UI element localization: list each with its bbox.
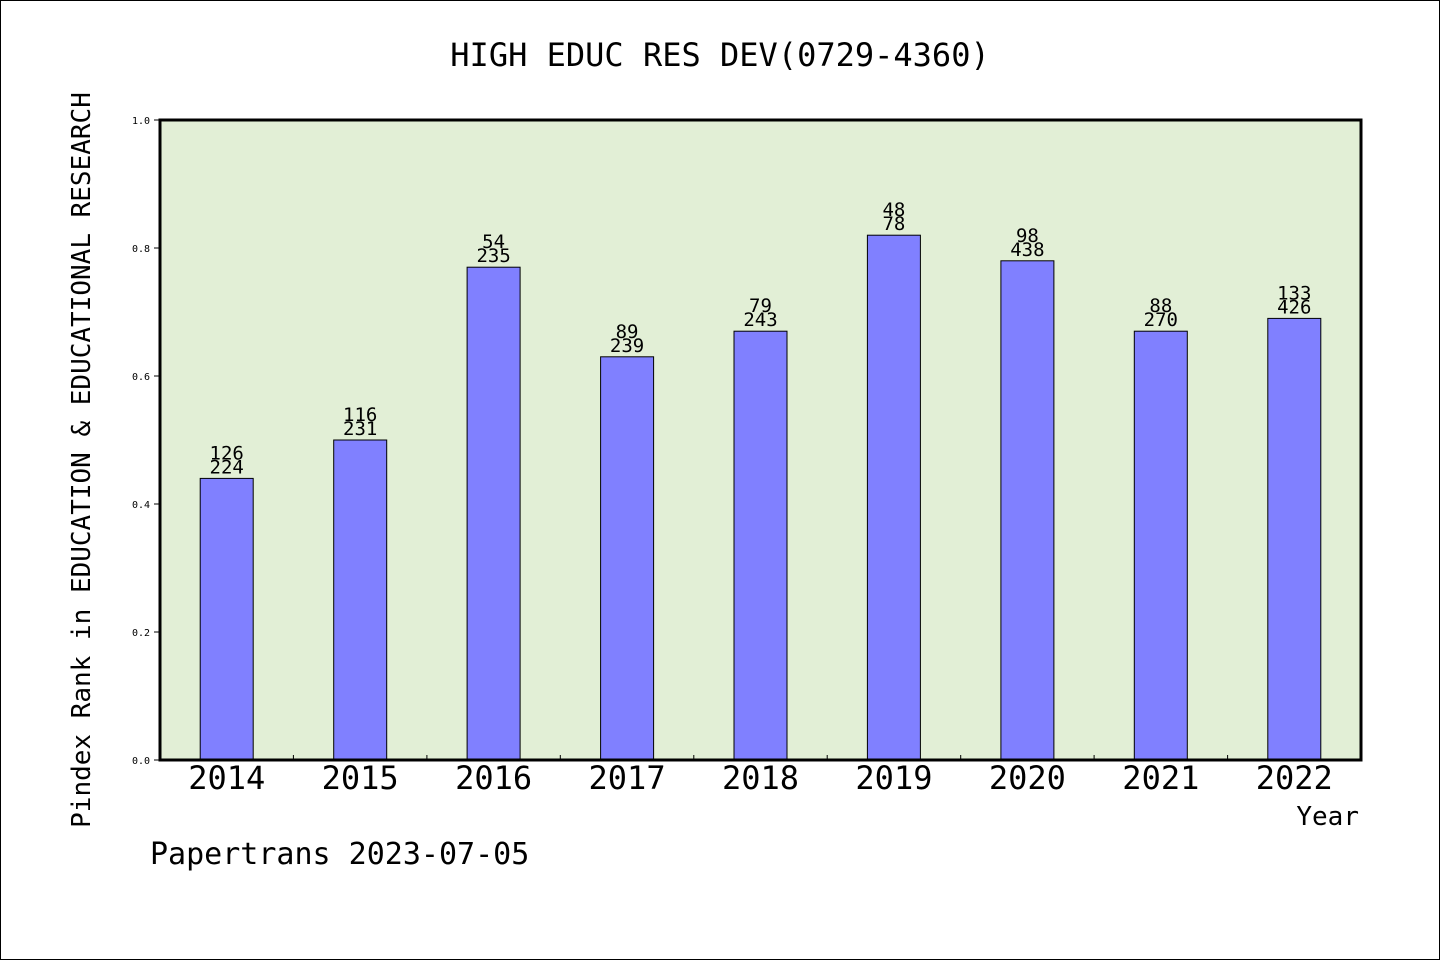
bar-label-bottom-2015: 231 <box>343 418 377 440</box>
bar-label-bottom-2018: 243 <box>743 309 777 331</box>
x-tick-label-2016: 2016 <box>455 759 532 797</box>
x-tick-label-2015: 2015 <box>322 759 399 797</box>
x-tick-label-2014: 2014 <box>188 759 265 797</box>
bar-2017 <box>600 356 655 761</box>
x-tick-label-2021: 2021 <box>1122 759 1199 797</box>
bar-2016 <box>466 266 521 761</box>
bar-label-bottom-2014: 224 <box>210 456 244 478</box>
x-tick-label-2018: 2018 <box>722 759 799 797</box>
y-tick-label: 0.4 <box>132 500 150 511</box>
bar-2020 <box>1000 260 1055 761</box>
y-tick-label: 0.6 <box>132 372 150 383</box>
chart-title: HIGH EDUC RES DEV(0729-4360) <box>450 36 989 74</box>
bar-label-bottom-2021: 270 <box>1144 309 1178 331</box>
y-tick-label: 0.0 <box>132 756 150 767</box>
bar-label-bottom-2017: 239 <box>610 335 644 357</box>
ticks-layer: 2014 2015 2016 2017 2018 2019 2020 2021 2022 0.0 0… <box>132 116 1333 797</box>
bar-label-top-2018: 79 <box>749 295 772 317</box>
x-tick-label-2019: 2019 <box>855 759 932 797</box>
bar-label-top-2019: 48 <box>882 199 905 221</box>
y-tick-label: 0.8 <box>132 244 150 255</box>
bar-label-bottom-2019: 78 <box>882 213 905 235</box>
bar-label-top-2017: 89 <box>616 321 639 343</box>
y-tick-label: 0.2 <box>132 628 150 639</box>
x-axis-label: Year <box>1296 802 1359 832</box>
y-axis-label: Pindex Rank in EDUCATION & EDUCATIONAL R… <box>67 92 97 828</box>
x-tick-label-2017: 2017 <box>589 759 666 797</box>
bar-2018 <box>733 330 788 761</box>
bar-label-top-2014: 126 <box>210 442 244 464</box>
bar-2015 <box>333 439 388 761</box>
bar-label-bottom-2020: 438 <box>1010 239 1044 261</box>
x-tick-label-2020: 2020 <box>989 759 1066 797</box>
bar-label-top-2015: 116 <box>343 404 377 426</box>
bar-2014 <box>199 477 254 761</box>
bar-2022 <box>1267 317 1322 761</box>
bar-label-top-2022: 133 <box>1277 282 1311 304</box>
bar-label-top-2021: 88 <box>1149 295 1172 317</box>
bar-label-top-2020: 98 <box>1016 225 1039 247</box>
bar-label-top-2016: 54 <box>482 231 505 253</box>
y-tick-label: 1.0 <box>132 116 150 127</box>
footer-credit: Papertrans 2023-07-05 <box>150 837 529 872</box>
bar-label-bottom-2016: 235 <box>476 245 510 267</box>
plot-frame <box>158 118 1363 762</box>
bar-2019 <box>866 234 921 761</box>
bar-label-bottom-2022: 426 <box>1277 296 1311 318</box>
x-tick-label-2022: 2022 <box>1256 759 1333 797</box>
bar-2021 <box>1133 330 1188 761</box>
